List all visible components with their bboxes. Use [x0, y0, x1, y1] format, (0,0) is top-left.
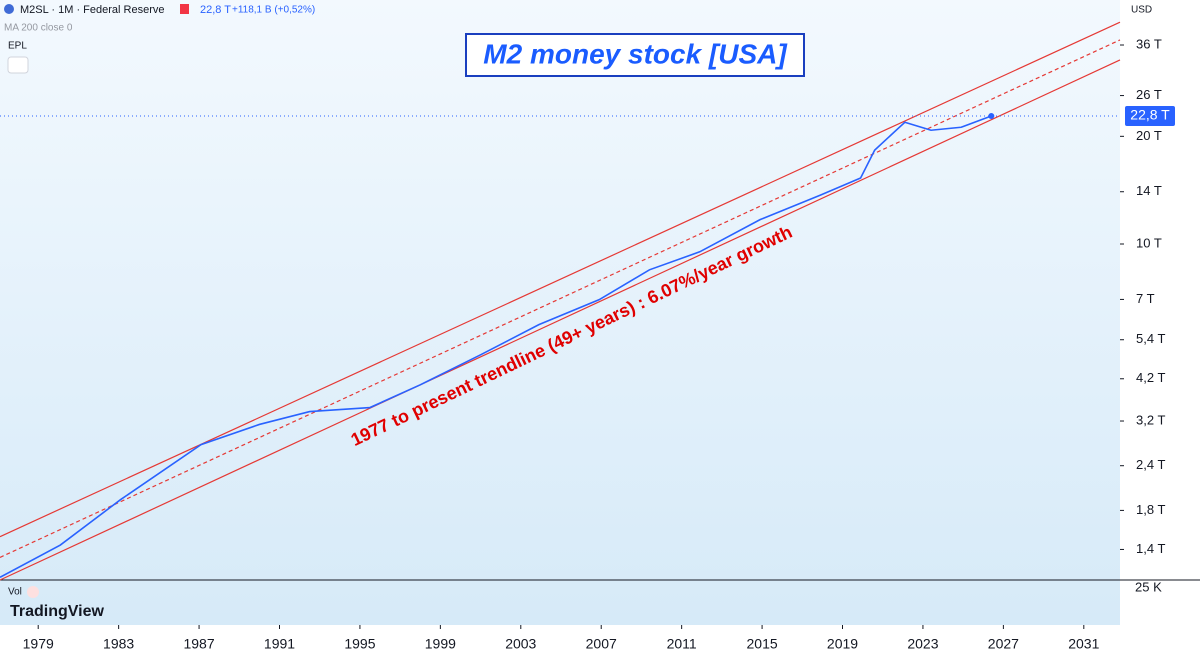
plot-bg	[0, 0, 1120, 625]
flag-icon	[4, 4, 14, 14]
x-tick-label: 1995	[344, 636, 375, 652]
x-tick-label: 2023	[907, 636, 938, 652]
x-tick-label: 2007	[586, 636, 617, 652]
vol-label: Vol	[8, 587, 22, 598]
x-tick-label: 1987	[183, 636, 214, 652]
x-tick-label: 2019	[827, 636, 858, 652]
y-tick-label: 14 T	[1136, 183, 1162, 198]
currency[interactable]: USD	[1131, 5, 1152, 16]
last-point	[988, 112, 995, 119]
x-tick-label: 2027	[988, 636, 1019, 652]
title-box	[465, 33, 805, 77]
collapse-button[interactable]	[7, 56, 29, 74]
y-tick-label: 4,2 T	[1136, 370, 1165, 385]
vol-alert	[27, 586, 39, 598]
x-tick-label: 1999	[425, 636, 456, 652]
symbol[interactable]: M2SL · 1M · Federal Reserve	[20, 4, 164, 16]
last: 22,8 T	[200, 4, 231, 16]
trendline	[0, 59, 1121, 581]
time-axis-bg	[0, 625, 1120, 658]
trendline	[0, 21, 1121, 538]
change: +118,1 B (+0,52%)	[232, 5, 315, 16]
y-tick-label: 10 T	[1136, 235, 1162, 250]
y-tick-label: 5,4 T	[1136, 331, 1165, 346]
y-tick-label: 1,8 T	[1136, 502, 1165, 517]
brand: TradingView	[10, 603, 105, 620]
x-tick-label: 2011	[667, 636, 697, 652]
y-tick-label: 2,4 T	[1136, 457, 1165, 472]
price-tag	[1125, 105, 1175, 126]
tag: EPL	[8, 41, 27, 52]
indicator[interactable]: MA 200 close 0	[4, 23, 73, 34]
chart-title: M2 money stock [USA]	[483, 38, 788, 69]
x-tick-label: 1979	[23, 636, 54, 652]
y-tick-label: 7 T	[1136, 291, 1155, 306]
x-tick-label: 2015	[747, 636, 778, 652]
y-tick-label: 26 T	[1136, 87, 1162, 102]
y-tick-label: 20 T	[1136, 128, 1162, 143]
x-tick-label: 1991	[264, 636, 295, 652]
price-tag-label: 22,8 T	[1130, 107, 1170, 123]
y-tick-label: 1,4 T	[1136, 541, 1165, 556]
x-tick-label: 1983	[103, 636, 134, 652]
trendline	[0, 39, 1121, 558]
series-line	[0, 115, 992, 579]
x-tick-label: 2003	[505, 636, 536, 652]
x-tick-label: 2031	[1068, 636, 1099, 652]
vol-tick: 25 K	[1135, 579, 1162, 594]
y-tick-label: 3,2 T	[1136, 412, 1165, 427]
y-tick-label: 36 T	[1136, 36, 1162, 51]
flag	[180, 4, 189, 14]
